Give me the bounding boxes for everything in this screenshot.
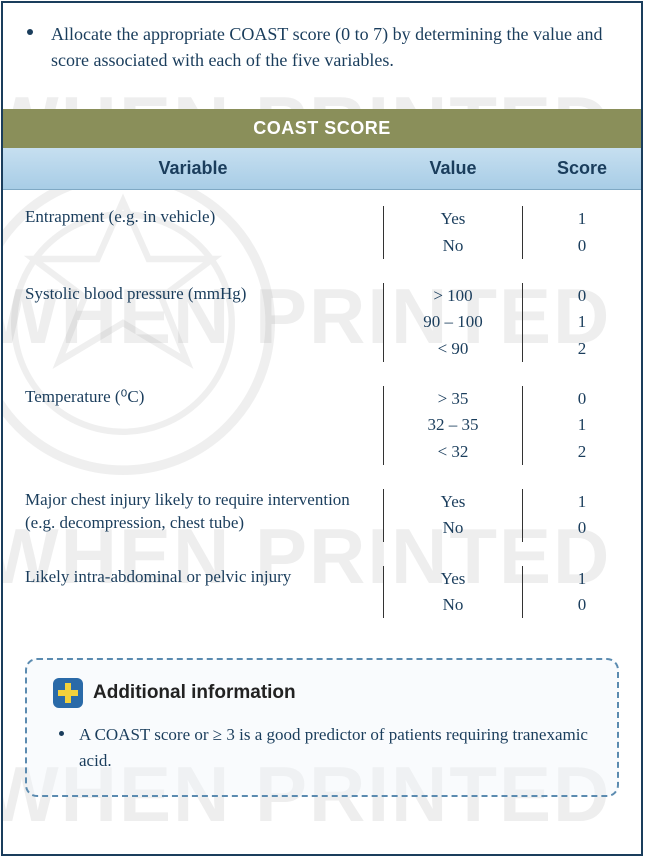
value-line: > 35 [384, 386, 522, 412]
score-line: 1 [523, 309, 641, 335]
bullet-icon [59, 731, 64, 736]
cell-score: 012 [523, 386, 641, 465]
cell-score: 10 [523, 489, 641, 542]
score-line: 1 [523, 566, 641, 592]
table-row: Major chest injury likely to require int… [3, 479, 641, 556]
score-line: 0 [523, 515, 641, 541]
col-header-variable: Variable [3, 148, 383, 189]
intro-text: Allocate the appropriate COAST score (0 … [51, 24, 603, 70]
additional-info-box: Additional information A COAST score or … [25, 658, 619, 797]
info-header: Additional information [53, 678, 591, 708]
value-line: Yes [384, 566, 522, 592]
cell-value: YesNo [383, 206, 523, 259]
info-item: A COAST score or ≥ 3 is a good predictor… [53, 722, 591, 773]
col-header-score: Score [523, 148, 641, 189]
score-line: 0 [523, 386, 641, 412]
cell-variable: Temperature (⁰C) [3, 386, 383, 465]
bullet-icon [27, 29, 33, 35]
value-line: 32 – 35 [384, 412, 522, 438]
cell-value: YesNo [383, 566, 523, 619]
cell-value: > 10090 – 100< 90 [383, 283, 523, 362]
info-items: A COAST score or ≥ 3 is a good predictor… [53, 722, 591, 773]
value-line: 90 – 100 [384, 309, 522, 335]
cell-score: 012 [523, 283, 641, 362]
plus-icon [53, 678, 83, 708]
cell-variable: Entrapment (e.g. in vehicle) [3, 206, 383, 259]
table-row: Systolic blood pressure (mmHg)> 10090 – … [3, 273, 641, 376]
value-line: No [384, 233, 522, 259]
value-line: < 90 [384, 336, 522, 362]
page-frame: WHEN PRINTED WHEN PRINTED WHEN PRINTED W… [1, 1, 643, 856]
value-line: Yes [384, 489, 522, 515]
table-body: Entrapment (e.g. in vehicle)YesNo10Systo… [3, 190, 641, 632]
score-line: 1 [523, 412, 641, 438]
table-row: Likely intra-abdominal or pelvic injuryY… [3, 556, 641, 633]
table-title: COAST SCORE [3, 109, 641, 148]
content: Allocate the appropriate COAST score (0 … [3, 3, 641, 797]
score-line: 0 [523, 283, 641, 309]
value-line: < 32 [384, 439, 522, 465]
table-header-row: Variable Value Score [3, 148, 641, 190]
info-item-text: A COAST score or ≥ 3 is a good predictor… [79, 725, 588, 770]
score-line: 0 [523, 592, 641, 618]
col-header-value: Value [383, 148, 523, 189]
cell-variable: Likely intra-abdominal or pelvic injury [3, 566, 383, 619]
score-line: 1 [523, 489, 641, 515]
value-line: Yes [384, 206, 522, 232]
info-title: Additional information [93, 682, 296, 704]
cell-score: 10 [523, 566, 641, 619]
coast-score-table: COAST SCORE Variable Value Score Entrapm… [3, 109, 641, 632]
score-line: 2 [523, 336, 641, 362]
cell-variable: Systolic blood pressure (mmHg) [3, 283, 383, 362]
cell-variable: Major chest injury likely to require int… [3, 489, 383, 542]
value-line: > 100 [384, 283, 522, 309]
table-row: Temperature (⁰C)> 3532 – 35< 32012 [3, 376, 641, 479]
cell-value: YesNo [383, 489, 523, 542]
value-line: No [384, 592, 522, 618]
score-line: 2 [523, 439, 641, 465]
intro-paragraph: Allocate the appropriate COAST score (0 … [3, 21, 641, 73]
score-line: 0 [523, 233, 641, 259]
table-row: Entrapment (e.g. in vehicle)YesNo10 [3, 196, 641, 273]
value-line: No [384, 515, 522, 541]
cell-score: 10 [523, 206, 641, 259]
score-line: 1 [523, 206, 641, 232]
cell-value: > 3532 – 35< 32 [383, 386, 523, 465]
